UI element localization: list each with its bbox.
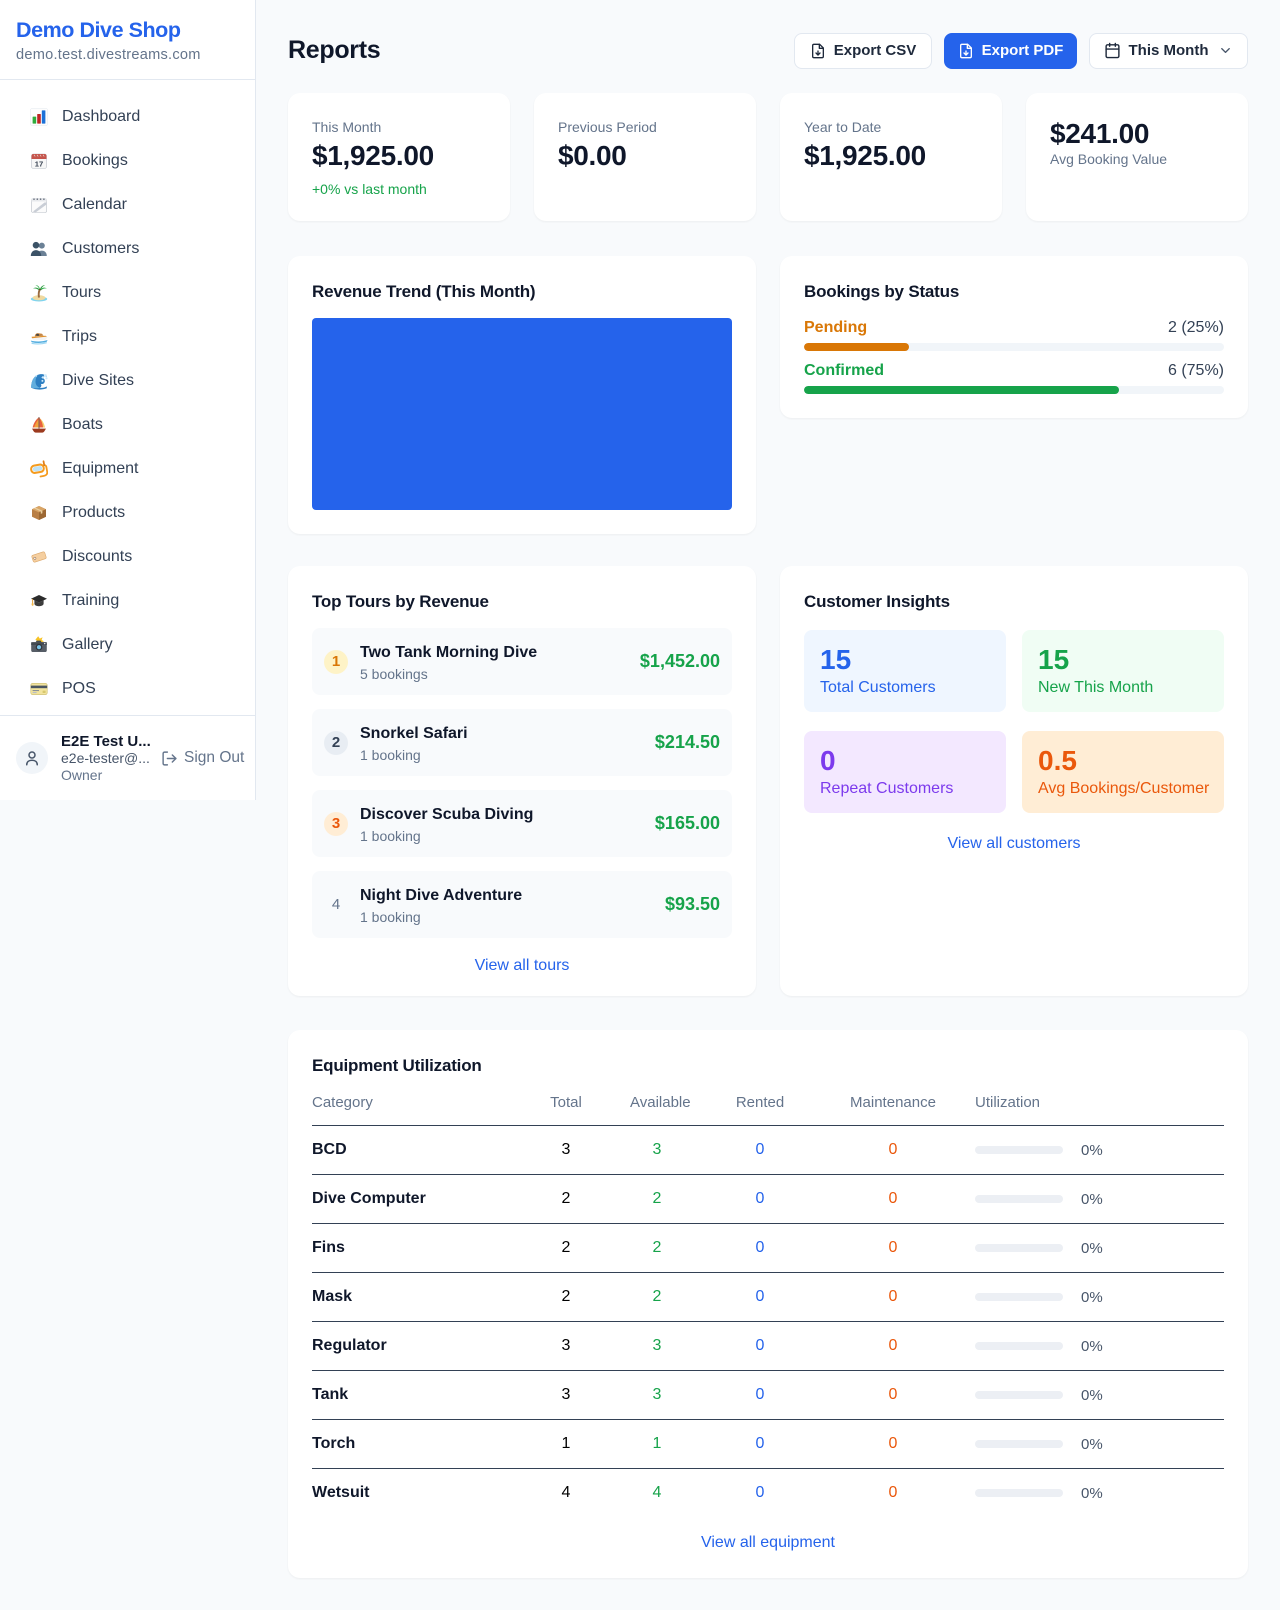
svg-text:17: 17: [35, 160, 43, 169]
